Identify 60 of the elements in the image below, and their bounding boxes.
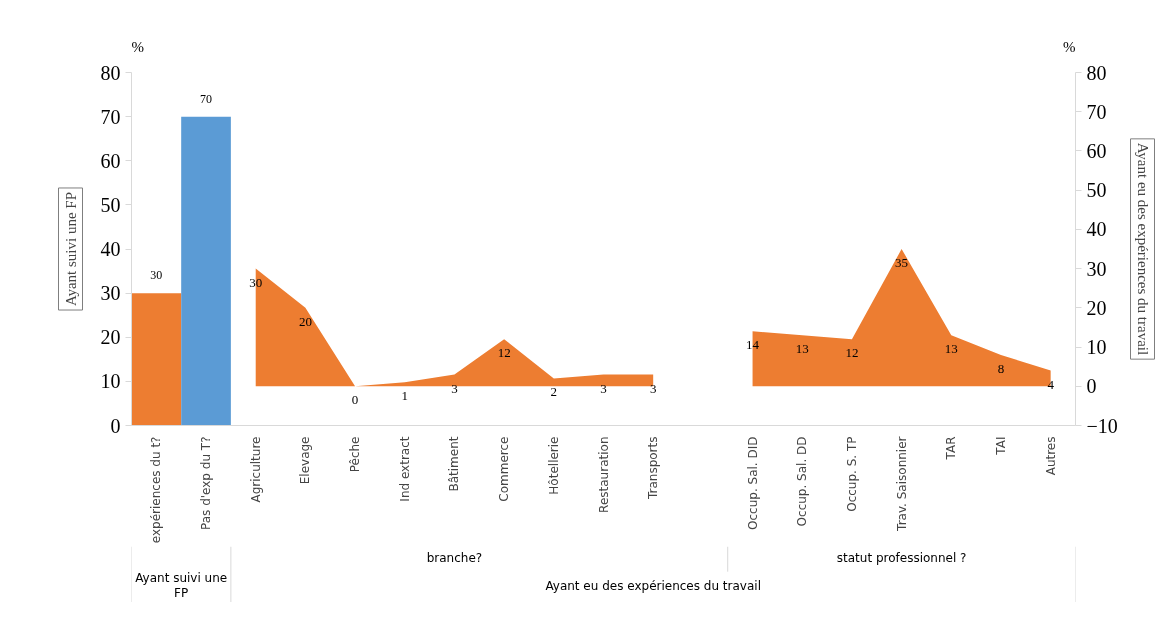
y2-axis-title: Ayant eu des expériences du travail: [1134, 142, 1151, 356]
text: branche?: [426, 550, 483, 565]
data-label: 30: [249, 274, 263, 290]
y2-tick-label: 20: [1086, 296, 1107, 319]
x-tick-label: Autres: [1043, 436, 1058, 476]
data-label: 3: [649, 380, 657, 396]
text: Ayant suivi une FP: [135, 571, 228, 601]
y2-tick-label: 70: [1086, 100, 1107, 123]
x-tick-label: Agriculture: [248, 436, 263, 503]
data-label: 0: [351, 392, 359, 408]
x-tick-label: Transports: [646, 436, 661, 501]
y-tick-label: 0: [110, 414, 121, 437]
x-tick-label: Hôtellerie: [546, 436, 561, 495]
data-label: 12: [497, 345, 511, 361]
y-tick-label: 70: [100, 105, 121, 128]
data-label: 4: [1047, 376, 1055, 392]
data-label: 20: [298, 313, 312, 329]
x-tick-label: Trav. Saisonnier: [894, 436, 909, 532]
y2-tick-label: 0: [1086, 375, 1097, 398]
y-tick-label: 50: [100, 193, 121, 216]
data-label: 30: [150, 268, 163, 283]
y-tick-label: 20: [100, 326, 121, 349]
y-tick-label: 40: [100, 238, 121, 260]
data-label: 8: [997, 360, 1005, 376]
text: %: [1063, 38, 1076, 55]
x-tick-label: Occup. Sal. DID: [745, 436, 760, 530]
y2-tick-label: 40: [1086, 218, 1107, 241]
y-axis-title: Ayant suivi une FP: [62, 191, 79, 307]
data-label: 70: [200, 91, 213, 106]
y2-tick-label: 80: [1086, 61, 1107, 84]
x-tick-label: Pêche: [348, 436, 363, 473]
x-tick-label: Occup. Sal. DD: [795, 436, 810, 527]
y2-tick-label: 30: [1086, 257, 1107, 280]
y-tick-label: 80: [100, 61, 121, 84]
data-label: 35: [895, 255, 909, 270]
x-tick-label: TAI: [993, 436, 1008, 456]
x-tick-label: Restauration: [596, 436, 611, 513]
x-tick-label: Ind extract: [397, 436, 412, 502]
data-label: 12: [845, 345, 859, 361]
x-tick-label: Pas d'exp du T?: [199, 436, 214, 530]
data-label: 1: [401, 388, 409, 404]
text: Ayant eu des expériences du travail: [545, 578, 761, 593]
y-tick-label: 60: [100, 149, 121, 172]
y2-tick-label: 50: [1086, 179, 1107, 202]
x-tick-label: Occup. S. TP: [844, 436, 859, 512]
x-tick-label: Bâtiment: [447, 436, 462, 492]
y-tick-label: 30: [100, 282, 121, 305]
data-label: 13: [795, 341, 809, 357]
x-tick-label: TAR: [944, 436, 959, 461]
y2-tick-label: 60: [1086, 139, 1107, 162]
y2-tick-label: −10: [1086, 414, 1118, 437]
x-tick-label: Elevage: [298, 436, 313, 485]
data-label: 2: [550, 384, 558, 400]
y-tick-label: 10: [100, 370, 121, 393]
x-tick-label: Commerce: [497, 436, 512, 502]
y2-tick-label: 10: [1086, 336, 1107, 359]
x-tick-label: expériences du t?: [149, 436, 164, 544]
data-label: 13: [944, 341, 958, 357]
text: %: [131, 38, 144, 55]
text: statut professionnel ?: [836, 550, 967, 565]
